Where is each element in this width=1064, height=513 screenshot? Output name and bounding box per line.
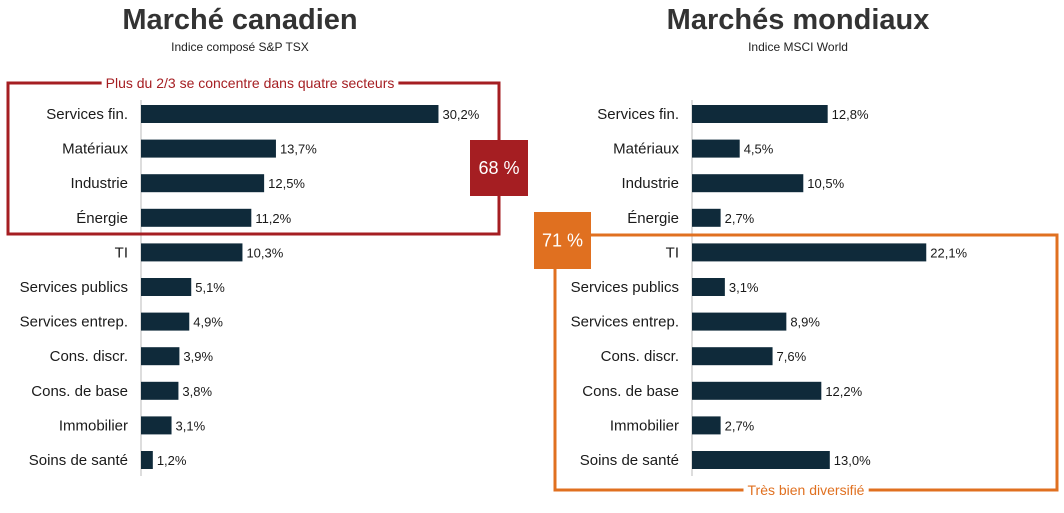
- world-category-label: Matériaux: [613, 141, 679, 158]
- canada-bar: [141, 278, 192, 296]
- world-bar: [692, 381, 822, 400]
- world-percent-badge-text: 71 %: [542, 231, 583, 251]
- world-category-label: Cons. discr.: [601, 348, 679, 365]
- canada-bar: [141, 139, 276, 158]
- world-bar: [692, 451, 830, 469]
- canada-highlight-label: Plus du 2/3 se concentre dans quatre sec…: [106, 75, 395, 91]
- canada-value-label: 10,3%: [246, 245, 283, 260]
- world-bar: [692, 312, 787, 331]
- world-value-label: 2,7%: [725, 211, 755, 226]
- world-category-label: Soins de santé: [580, 452, 679, 469]
- world-value-label: 7,6%: [777, 349, 807, 364]
- canada-bar: [141, 208, 252, 227]
- canada-category-label: Immobilier: [59, 417, 128, 434]
- canada-bar: [141, 347, 180, 366]
- canada-bar: [141, 243, 243, 262]
- world-category-label: Cons. de base: [582, 383, 679, 400]
- world-market-panel: Services fin. 12,8% Matériaux 4,5% Industrie…: [532, 0, 1064, 513]
- world-bar: [692, 105, 828, 123]
- world-bar: [692, 139, 740, 158]
- canada-category-label: Services publics: [20, 279, 128, 296]
- canada-value-label: 5,1%: [195, 280, 225, 295]
- canada-bar: [141, 451, 153, 469]
- canada-category-label: Services fin.: [46, 106, 128, 123]
- world-bar: [692, 208, 721, 227]
- world-bar: [692, 347, 773, 366]
- canada-highlight-label-bg: [101, 75, 399, 91]
- world-value-label: 3,1%: [729, 280, 759, 295]
- canada-bar: [141, 381, 179, 400]
- canada-percent-badge-text: 68 %: [478, 158, 519, 178]
- world-chart-title: Marchés mondiaux: [666, 4, 930, 36]
- canada-bar: [141, 105, 439, 123]
- world-category-label: TI: [666, 244, 679, 261]
- canada-category-label: Matériaux: [62, 141, 128, 158]
- world-value-label: 8,9%: [790, 315, 820, 330]
- canada-value-label: 3,8%: [182, 384, 212, 399]
- world-highlight-label: Très bien diversifié: [748, 482, 865, 498]
- canada-value-label: 3,9%: [183, 349, 213, 364]
- world-market-chart: Services fin. 12,8% Matériaux 4,5% Industrie…: [534, 100, 1059, 498]
- canada-category-label: Soins de santé: [29, 452, 128, 469]
- canada-category-label: Services entrep.: [20, 314, 128, 331]
- world-category-label: Énergie: [627, 210, 679, 227]
- world-category-label: Services publics: [571, 279, 679, 296]
- world-category-label: Industrie: [621, 175, 679, 192]
- world-category-label: Services entrep.: [571, 314, 679, 331]
- canada-bar: [141, 312, 190, 331]
- world-value-label: 4,5%: [744, 142, 774, 157]
- world-value-label: 10,5%: [807, 176, 844, 191]
- canada-bar: [141, 416, 172, 435]
- world-bar: [692, 174, 804, 193]
- canadian-chart-subtitle: Indice composé S&P TSX: [171, 40, 309, 54]
- canada-value-label: 4,9%: [193, 315, 223, 330]
- canada-value-label: 1,2%: [157, 453, 187, 468]
- world-value-label: 2,7%: [725, 418, 755, 433]
- canada-value-label: 12,5%: [268, 176, 305, 191]
- world-bar: [692, 416, 721, 435]
- world-value-label: 13,0%: [834, 453, 871, 468]
- canadian-chart-title: Marché canadien: [122, 4, 358, 36]
- world-bar: [692, 243, 927, 262]
- world-value-label: 12,8%: [832, 107, 869, 122]
- canada-category-label: Cons. discr.: [50, 348, 128, 365]
- canada-category-label: Énergie: [76, 210, 128, 227]
- world-value-label: 12,2%: [825, 384, 862, 399]
- world-percent-badge: [534, 212, 591, 269]
- canada-value-label: 13,7%: [280, 142, 317, 157]
- canada-value-label: 3,1%: [176, 418, 206, 433]
- canada-bar: [141, 174, 265, 193]
- world-bar: [692, 278, 725, 296]
- world-category-label: Services fin.: [597, 106, 679, 123]
- canada-category-label: Cons. de base: [31, 383, 128, 400]
- canadian-market-chart: Services fin. 30,2% Matériaux 13,7% Industri…: [6, 75, 528, 476]
- world-highlight-label-bg: [743, 482, 869, 498]
- world-value-label: 22,1%: [930, 245, 967, 260]
- world-chart-subtitle: Indice MSCI World: [748, 40, 848, 54]
- canadian-market-panel: Services fin. 30,2% Matériaux 13,7% Industri…: [6, 4, 528, 476]
- canada-category-label: Industrie: [70, 175, 128, 192]
- canada-value-label: 11,2%: [255, 211, 291, 226]
- canada-percent-badge: [470, 140, 528, 196]
- world-category-label: Immobilier: [610, 417, 679, 434]
- canada-value-label: 30,2%: [442, 107, 479, 122]
- canada-category-label: TI: [115, 244, 128, 261]
